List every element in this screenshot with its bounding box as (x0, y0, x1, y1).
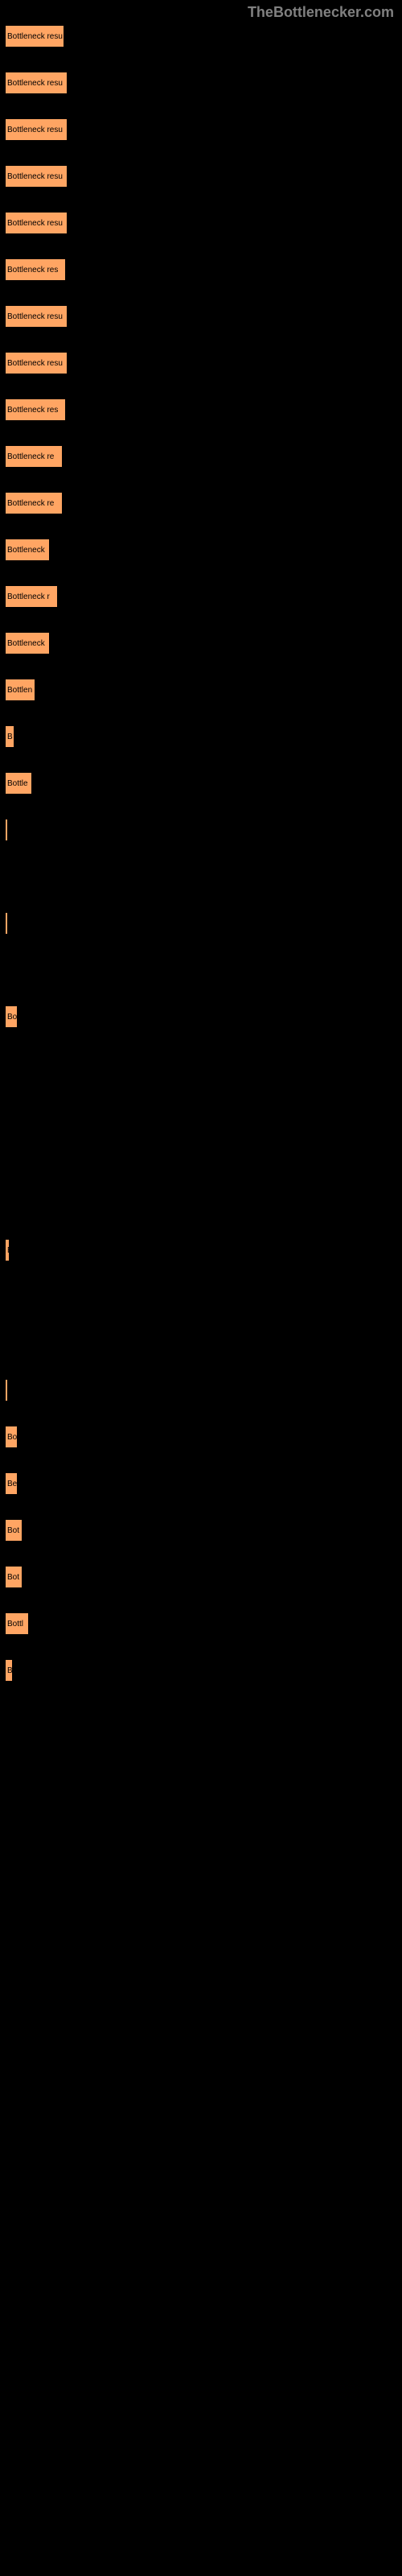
bar-row (4, 1191, 402, 1216)
bar-row: Bottleneck re (4, 444, 402, 469)
bar: Bottle (4, 771, 33, 795)
bar-row: Bottle (4, 771, 402, 795)
bar: Bot (4, 1518, 23, 1542)
bar: Bottleneck res (4, 398, 67, 422)
bar-row: Bottleneck resu (4, 71, 402, 95)
bar: Bo (4, 1005, 18, 1029)
bar: B (4, 724, 15, 749)
bar: Bottleneck resu (4, 304, 68, 328)
bar-row: Bottleneck res (4, 398, 402, 422)
bar-row (4, 865, 402, 889)
bar-row (4, 1098, 402, 1122)
bar-row: Bottl (4, 1612, 402, 1636)
bar-row: Bottleneck resu (4, 118, 402, 142)
bar (4, 1378, 9, 1402)
bar-row (4, 1285, 402, 1309)
bar-row: Bottleneck (4, 538, 402, 562)
bar: Bottl (4, 1612, 30, 1636)
bar-row: Bottleneck res (4, 258, 402, 282)
bar: B (4, 1238, 10, 1262)
bar-row: Bottleneck resu (4, 351, 402, 375)
bar-row (4, 1051, 402, 1075)
bar-row (4, 911, 402, 935)
bar-row: Bot (4, 1518, 402, 1542)
bar: Bottleneck resu (4, 211, 68, 235)
bar-row: Bottlen (4, 678, 402, 702)
bar-row: Bot (4, 1565, 402, 1589)
bar-row: Be (4, 1472, 402, 1496)
bar-row (4, 1331, 402, 1356)
bar: B (4, 1658, 14, 1682)
bar: Bottleneck resu (4, 164, 68, 188)
bar: Bottleneck (4, 538, 51, 562)
bar: Bottleneck r (4, 584, 59, 609)
bar: Bottleneck re (4, 444, 64, 469)
bar: Be (4, 1472, 18, 1496)
watermark-text: TheBottlenecker.com (248, 4, 394, 21)
bar-row (4, 1145, 402, 1169)
bar-row: Bottleneck re (4, 491, 402, 515)
bar: Bottleneck re (4, 491, 64, 515)
bar: Bottleneck (4, 631, 51, 655)
bar-row: Bo (4, 1425, 402, 1449)
bar-row (4, 818, 402, 842)
bar-row: Bottleneck resu (4, 24, 402, 48)
bar-row (4, 958, 402, 982)
bar-row: B (4, 1238, 402, 1262)
bar-row: Bo (4, 1005, 402, 1029)
bar-row: Bottleneck r (4, 584, 402, 609)
bar: Bo (4, 1425, 18, 1449)
bar: Bottleneck resu (4, 71, 68, 95)
bar-row: Bottleneck resu (4, 211, 402, 235)
bar-row: Bottleneck resu (4, 304, 402, 328)
bar: Bottleneck res (4, 258, 67, 282)
bar: Bot (4, 1565, 23, 1589)
bar (4, 818, 9, 842)
bar: Bottlen (4, 678, 36, 702)
bar-row: Bottleneck resu (4, 164, 402, 188)
bar (4, 911, 9, 935)
bar-row (4, 1378, 402, 1402)
bar-row: Bottleneck (4, 631, 402, 655)
bar: Bottleneck resu (4, 24, 65, 48)
bar-row: B (4, 724, 402, 749)
bar: Bottleneck resu (4, 351, 68, 375)
bar: Bottleneck resu (4, 118, 68, 142)
bar-row: B (4, 1658, 402, 1682)
bar-chart: Bottleneck resu Bottleneck resu Bottleneck… (0, 0, 402, 1682)
